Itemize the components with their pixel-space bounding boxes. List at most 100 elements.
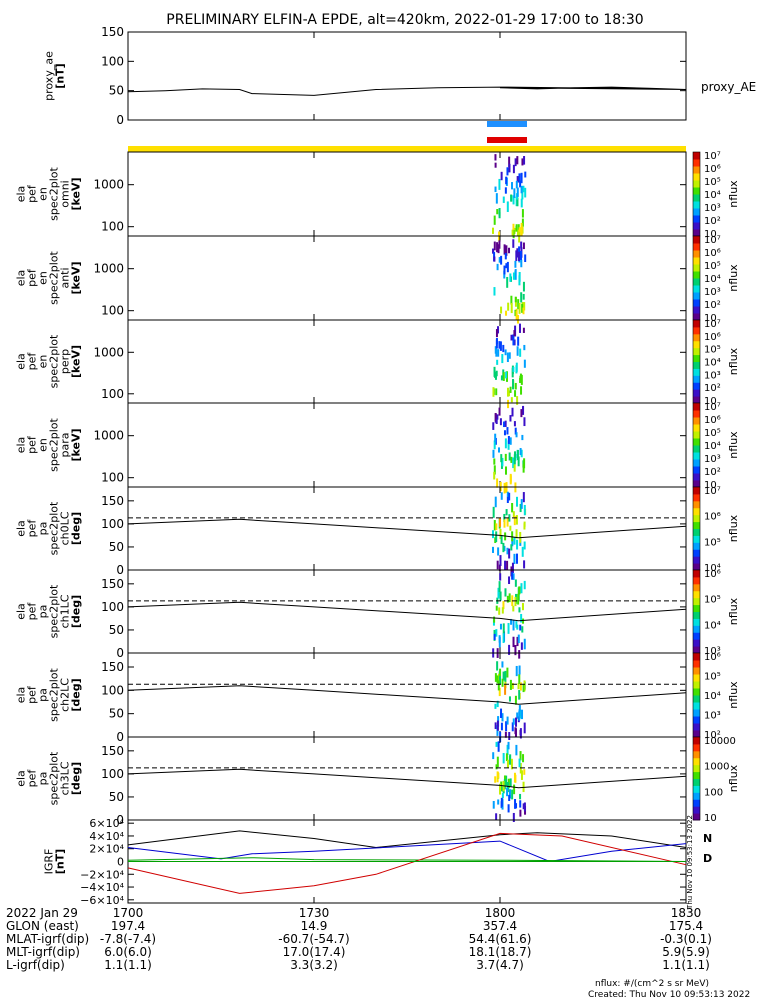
flux-pixel-anti	[509, 273, 512, 282]
ephem-row-4-val-1: 3.3(3.2)	[290, 958, 338, 972]
flux-pixel-ch3LC	[506, 782, 509, 793]
flux-pixel-omni	[493, 215, 496, 225]
flux-pixel-ch0LC	[513, 553, 516, 564]
flux-pixel-ch1LC	[495, 605, 498, 611]
ephem-row-label-1: GLON (east)	[6, 919, 79, 933]
flux-pixel-anti	[522, 242, 525, 250]
panel-frame-ch0LC	[127, 486, 687, 571]
flux-pixel-para	[496, 478, 499, 488]
flux-pixel-ch3LC	[506, 787, 509, 797]
flux-pixel-para	[495, 418, 498, 425]
flux-pixel-para	[496, 414, 499, 420]
colorbar-seg-ch0LC-9	[693, 500, 700, 509]
flux-pixel-perp	[508, 352, 511, 359]
ytick-label-ch0LC-3: 0	[116, 563, 124, 577]
flux-pixel-ch3LC	[522, 754, 525, 763]
ytick-label-IGRF-2: 2×10⁴	[89, 843, 124, 856]
flux-pixel-ch0LC	[493, 520, 496, 531]
colorbar-seg-omni-4	[693, 201, 700, 209]
flux-pixel-anti	[514, 296, 517, 303]
flux-pixel-ch0LC	[492, 546, 495, 553]
flux-pixel-para	[503, 421, 506, 428]
flux-pixel-anti	[507, 302, 510, 311]
flux-pixel-omni	[494, 154, 497, 161]
flux-pixel-ch3LC	[499, 783, 502, 795]
ylabel-omni-2: en	[37, 187, 50, 201]
flux-pixel-anti	[514, 269, 517, 280]
ylabel-para-4: para	[59, 433, 72, 458]
flux-pixel-ch3LC	[492, 800, 495, 809]
flux-pixel-ch1LC	[517, 593, 520, 605]
flux-pixel-ch2LC	[494, 703, 497, 709]
flux-pixel-ch1LC	[499, 591, 502, 601]
colorbar-seg-para-9	[693, 417, 700, 425]
ylabel-IGRF-1: [nT]	[54, 849, 67, 874]
colorbar-seg-anti-7	[693, 264, 700, 272]
colorbar-seg-ch1LC-1	[693, 639, 700, 647]
loss-cone-trace-ch1LC	[127, 601, 687, 622]
flux-pixel-ch2LC	[497, 673, 500, 684]
flux-pixel-anti	[500, 255, 503, 265]
ytick-label-IGRF-3: 0	[117, 856, 124, 869]
ytick-label-ch1LC-1: 100	[101, 600, 124, 614]
ylabel-omni-1: pef	[26, 184, 39, 203]
flux-pixel-ch0LC	[515, 515, 518, 525]
flux-pixel-omni	[521, 209, 524, 218]
flux-pixel-ch3LC	[492, 752, 495, 760]
ylabel-perp-2: en	[37, 355, 50, 369]
colorbar-seg-perp-6	[693, 354, 700, 362]
flux-pixel-perp	[512, 334, 515, 346]
flux-pixel-ch3LC	[513, 784, 516, 795]
flux-pixel-omni	[523, 156, 526, 165]
flux-pixel-perp	[494, 372, 497, 378]
flux-pixel-ch0LC	[492, 506, 495, 518]
flux-pixel-ch3LC	[502, 752, 505, 764]
flux-pixel-anti	[503, 265, 506, 275]
flux-pixel-anti	[506, 276, 509, 288]
flux-pixel-ch0LC	[506, 560, 509, 571]
colorbar-seg-ch3LC-3	[693, 792, 700, 800]
flux-pixel-ch0LC	[513, 515, 516, 526]
flux-pixel-para	[504, 453, 507, 462]
colorbar-seg-para-5	[693, 445, 700, 453]
flux-pixel-omni	[500, 171, 503, 181]
ylabel-ch1LC-0: ela	[15, 603, 28, 620]
ytick-label-omni-1: 100	[101, 220, 124, 234]
ylabel-para-3: spec2plot	[48, 418, 61, 472]
flux-pixel-para	[504, 438, 507, 449]
colorbar-seg-ch0LC-7	[693, 514, 700, 523]
flux-pixel-perp	[517, 336, 520, 346]
colorbar-seg-ch2LC-2	[693, 716, 700, 724]
ytick-label-ch2LC-2: 50	[109, 707, 124, 721]
ylabel-para-0: ela	[15, 437, 28, 454]
ylabel-anti-0: ela	[15, 270, 28, 287]
flux-pixel-ch3LC	[495, 764, 498, 770]
flux-pixel-para	[511, 407, 514, 417]
colorbar-seg-perp-1	[693, 389, 700, 397]
flux-pixel-omni	[521, 158, 524, 166]
flux-pixel-ch0LC	[502, 542, 505, 553]
ylabel-ch3LC-1: pef	[26, 769, 39, 788]
colorbar-tick-para-4: 10⁵	[704, 428, 721, 439]
flux-pixel-para	[510, 456, 513, 463]
flux-pixel-ch1LC	[508, 576, 511, 585]
flux-pixel-para	[503, 430, 506, 436]
flux-pixel-anti	[510, 295, 513, 305]
colorbar-seg-anti-0	[693, 313, 700, 321]
flux-pixel-omni	[520, 185, 523, 194]
ytick-label-ch3LC-0: 150	[101, 744, 124, 758]
flux-pixel-ch2LC	[521, 709, 524, 720]
panel-frame-ch3LC	[127, 736, 687, 821]
colorbar-seg-ch1LC-7	[693, 597, 700, 606]
flux-pixel-omni	[521, 190, 524, 200]
flux-pixel-ch2LC	[504, 731, 507, 738]
flux-pixel-ch2LC	[494, 722, 497, 730]
flux-pixel-perp	[505, 371, 508, 379]
flux-pixel-perp	[520, 374, 523, 385]
flux-pixel-ch1LC	[520, 642, 523, 650]
flux-pixel-anti	[503, 244, 506, 255]
flux-pixel-ch1LC	[498, 635, 501, 643]
colorbar-tick-anti-0: 10	[704, 313, 717, 324]
flux-pixel-anti	[514, 309, 517, 317]
